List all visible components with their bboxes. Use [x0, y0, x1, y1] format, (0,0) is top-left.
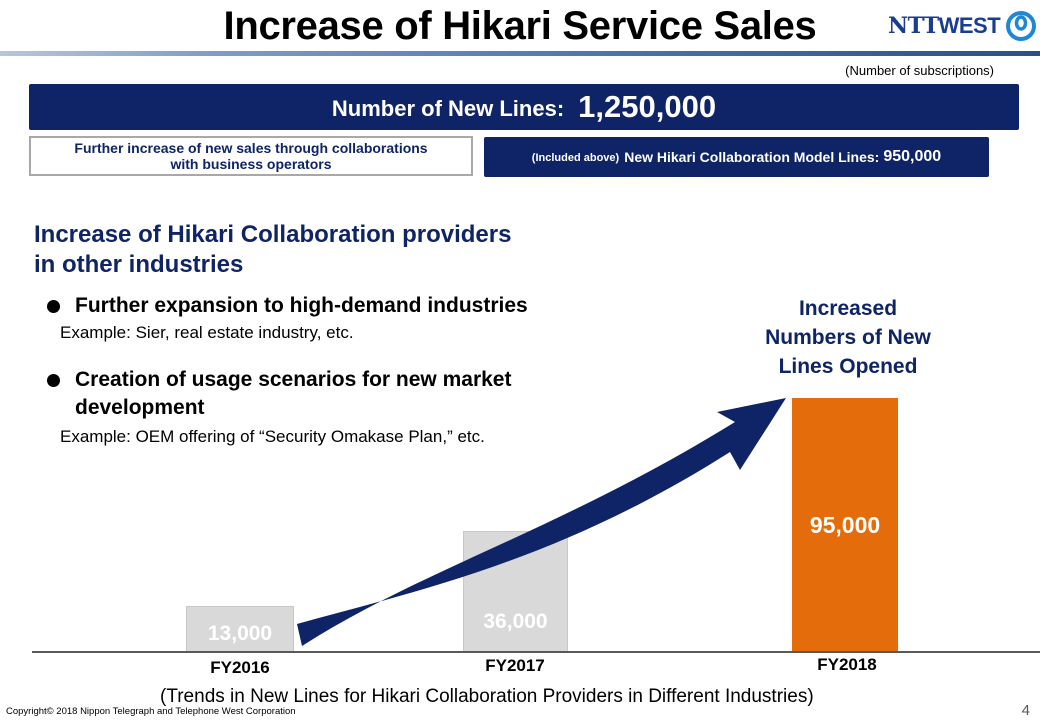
- collab-model-label: New Hikari Collaboration Model Lines:: [624, 149, 880, 165]
- ntt-west-logo: NTTWEST: [888, 8, 1037, 44]
- section-heading-line1: Increase of Hikari Collaboration provide…: [34, 221, 512, 248]
- x-axis-label: FY2017: [485, 656, 545, 675]
- bullet-text: Further expansion to high-demand industr…: [75, 294, 528, 317]
- x-axis-line: [32, 651, 1040, 653]
- included-above-note: (Included above): [531, 152, 620, 164]
- chart-callout: Increased Numbers of New Lines Opened: [745, 294, 951, 381]
- slide-title: Increase of Hikari Service Sales: [223, 4, 817, 48]
- bullet-example: Example: OEM offering of “Security Omaka…: [60, 427, 485, 446]
- unit-note: (Number of subscriptions): [845, 63, 994, 78]
- collab-note-line1: Further increase of new sales through co…: [74, 140, 428, 156]
- collaboration-note-box: Further increase of new sales through co…: [29, 136, 473, 176]
- collab-model-value: 950,000: [883, 148, 942, 165]
- bullet-item: Further expansion to high-demand industr…: [47, 292, 607, 320]
- bullet-item: Creation of usage scenarios for new mark…: [47, 366, 607, 422]
- x-axis-label: FY2018: [817, 655, 877, 674]
- bullet-dot-icon: [47, 300, 60, 313]
- bar-fy2017: 36,000: [463, 531, 568, 652]
- section-heading-line2: in other industries: [34, 251, 244, 278]
- ntt-logo-mark-icon: [1006, 11, 1037, 41]
- section-heading: Increase of Hikari Collaboration provide…: [34, 220, 511, 280]
- collaboration-model-banner: (Included above) New Hikari Collaboratio…: [484, 137, 989, 177]
- collab-note-line2: with business operators: [170, 156, 332, 172]
- logo-text: NTTWEST: [888, 13, 1001, 39]
- new-lines-value: 1,250,000: [578, 89, 717, 124]
- bar-value-label: 13,000: [207, 622, 273, 645]
- bar-value-label: 36,000: [483, 610, 548, 633]
- copyright-notice: Copyright© 2018 Nippon Telegraph and Tel…: [6, 706, 296, 717]
- bar-value-label: 95,000: [809, 511, 881, 538]
- bullet-text: Creation of usage scenarios for new mark…: [75, 368, 512, 419]
- callout-line1: Increased: [798, 297, 898, 320]
- page-number: 4: [1021, 702, 1030, 719]
- bar-fy2018: 95,000: [792, 398, 898, 652]
- callout-line3: Lines Opened: [778, 355, 918, 378]
- bar-fy2016: 13,000: [186, 606, 294, 652]
- callout-line2: Numbers of New: [765, 326, 931, 349]
- new-lines-banner: Number of New Lines: 1,250,000: [29, 84, 1019, 130]
- bullet-example: Example: Sier, real estate industry, etc…: [60, 323, 354, 342]
- x-axis-label: FY2016: [210, 658, 270, 677]
- new-lines-label: Number of New Lines:: [331, 96, 565, 121]
- bullet-dot-icon: [47, 374, 60, 387]
- header-divider: [0, 51, 1040, 56]
- chart-caption: (Trends in New Lines for Hikari Collabor…: [160, 686, 814, 707]
